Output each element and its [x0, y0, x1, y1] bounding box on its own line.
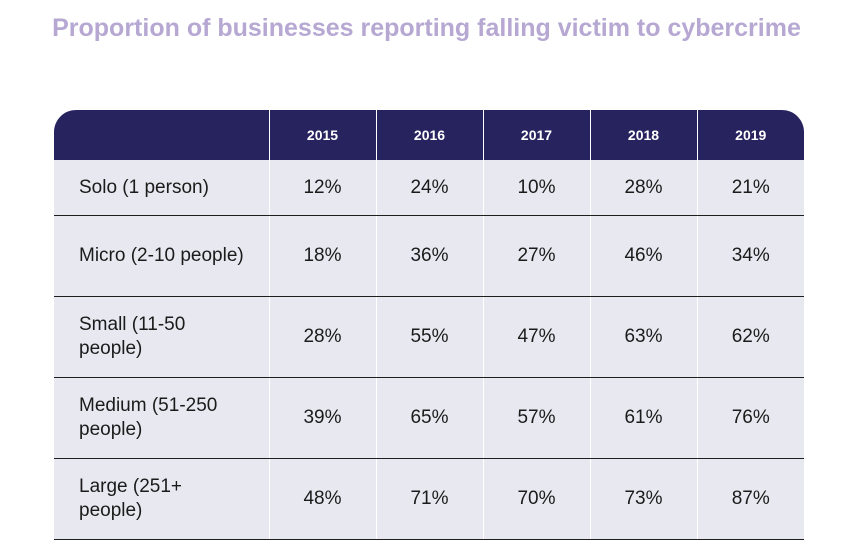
- data-table: 2015 2016 2017 2018 2019 Solo (1 person)…: [54, 110, 804, 540]
- header-cell-2017: 2017: [482, 110, 590, 160]
- row-label: Large (251+ people): [54, 458, 269, 540]
- header-cell-2019: 2019: [696, 110, 804, 160]
- table-cell: 47%: [482, 296, 590, 378]
- header-row: 2015 2016 2017 2018 2019: [54, 110, 804, 160]
- row-label: Small (11-50 people): [54, 296, 269, 378]
- table-cell: 12%: [268, 160, 376, 216]
- table-row: Solo (1 person) 12% 24% 10% 28% 21%: [54, 160, 804, 216]
- table-row: Micro (2-10 people) 18% 36% 27% 46% 34%: [54, 215, 804, 297]
- table-cell: 46%: [589, 215, 697, 297]
- table-cell: 73%: [589, 458, 697, 540]
- table-cell: 28%: [589, 160, 697, 216]
- header-cell-2016: 2016: [375, 110, 483, 160]
- row-label: Solo (1 person): [54, 160, 269, 216]
- table-cell: 21%: [696, 160, 804, 216]
- table-row: Small (11-50 people) 28% 55% 47% 63% 62%: [54, 296, 804, 378]
- table-cell: 63%: [589, 296, 697, 378]
- table-cell: 34%: [696, 215, 804, 297]
- row-label: Micro (2-10 people): [54, 215, 269, 297]
- header-cell-2018: 2018: [589, 110, 697, 160]
- table-cell: 27%: [482, 215, 590, 297]
- row-label: Medium (51-250 people): [54, 377, 269, 459]
- table-cell: 61%: [589, 377, 697, 459]
- table-cell: 24%: [375, 160, 483, 216]
- table-row: Large (251+ people) 48% 71% 70% 73% 87%: [54, 458, 804, 540]
- table-cell: 10%: [482, 160, 590, 216]
- table-cell: 87%: [696, 458, 804, 540]
- table-cell: 76%: [696, 377, 804, 459]
- table-cell: 57%: [482, 377, 590, 459]
- table-row: Medium (51-250 people) 39% 65% 57% 61% 7…: [54, 377, 804, 459]
- chart-title: Proportion of businesses reporting falli…: [52, 14, 801, 42]
- table-cell: 62%: [696, 296, 804, 378]
- table-cell: 39%: [268, 377, 376, 459]
- table-cell: 70%: [482, 458, 590, 540]
- table-cell: 28%: [268, 296, 376, 378]
- table-cell: 65%: [375, 377, 483, 459]
- header-cell-2015: 2015: [268, 110, 376, 160]
- table-cell: 48%: [268, 458, 376, 540]
- header-cell-empty: [54, 110, 269, 160]
- table-cell: 55%: [375, 296, 483, 378]
- table-cell: 36%: [375, 215, 483, 297]
- table-cell: 71%: [375, 458, 483, 540]
- table-cell: 18%: [268, 215, 376, 297]
